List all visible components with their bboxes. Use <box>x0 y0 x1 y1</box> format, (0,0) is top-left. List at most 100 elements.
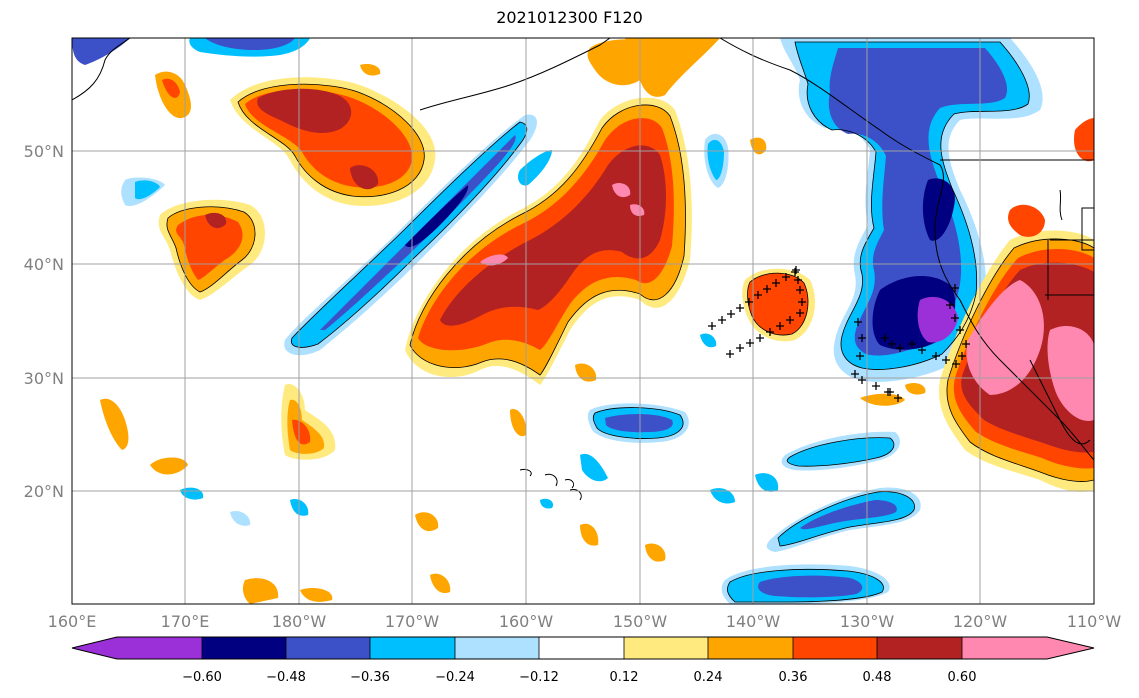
colorbar-tick: −0.12 <box>519 670 559 685</box>
lon-tick: 140°W <box>726 612 781 631</box>
colorbar-segment <box>624 637 709 659</box>
colorbar-tick: 0.12 <box>610 670 639 685</box>
anomaly-streak-blue <box>284 114 552 356</box>
plus-marker <box>727 310 735 318</box>
colorbar-tick: −0.24 <box>435 670 475 685</box>
plus-marker <box>946 301 954 309</box>
map-title: 2021012300 F120 <box>496 8 643 27</box>
plus-marker <box>772 279 780 287</box>
colorbar-segment <box>202 637 287 659</box>
plus-marker <box>951 284 959 292</box>
plus-marker <box>736 344 744 352</box>
colorbar-segment <box>117 637 203 659</box>
plus-marker <box>786 316 794 324</box>
plus-marker <box>942 356 950 364</box>
plus-marker <box>796 286 804 294</box>
lon-tick-labels: 160°E 170°E 180°W 170°W 160°W 150°W 140°… <box>48 612 1122 631</box>
lon-tick: 150°W <box>613 612 668 631</box>
lon-tick: 180°W <box>272 612 327 631</box>
plus-marker <box>756 334 764 342</box>
plus-marker <box>958 352 966 360</box>
plus-marker <box>726 350 734 358</box>
plus-marker <box>766 328 774 336</box>
plus-marker <box>776 322 784 330</box>
plus-marker <box>792 266 800 274</box>
plus-marker <box>952 360 960 368</box>
colorbar-segment <box>1047 637 1094 659</box>
lon-tick: 160°E <box>48 612 97 631</box>
lon-tick: 160°W <box>499 612 554 631</box>
plus-marker <box>894 394 902 402</box>
plus-marker <box>918 346 926 354</box>
plus-marker <box>896 344 904 352</box>
plus-marker <box>708 322 716 330</box>
plus-marker <box>718 316 726 324</box>
colorbar-tick: −0.60 <box>182 670 222 685</box>
colorbar-outline <box>71 636 1095 660</box>
colorbar-segment <box>793 637 878 659</box>
lon-tick: 120°W <box>953 612 1008 631</box>
anomaly-east-pacific <box>587 133 815 443</box>
plus-marker <box>854 318 862 326</box>
gridlines <box>72 38 1094 604</box>
plus-marker <box>794 276 802 284</box>
colorbar-tick: 0.48 <box>863 670 892 685</box>
plus-marker <box>746 339 754 347</box>
plus-marker <box>754 291 762 299</box>
colorbar-segment <box>72 637 117 659</box>
lat-tick: 20°N <box>24 482 64 501</box>
lon-tick: 110°W <box>1067 612 1122 631</box>
plus-marker <box>951 314 959 322</box>
plus-marker <box>858 376 866 384</box>
colorbar-segment <box>708 637 794 659</box>
colorbar-tick: 0.36 <box>779 670 808 685</box>
plus-marker <box>884 388 892 396</box>
plus-marker <box>851 370 859 378</box>
plus-marker <box>782 273 790 281</box>
plus-marker <box>798 298 806 306</box>
coastlines <box>72 38 1094 501</box>
colorbar-segment <box>539 637 625 659</box>
lat-tick: 30°N <box>24 369 64 388</box>
plus-marker <box>856 352 864 360</box>
colorbar-tick: 0.24 <box>694 670 723 685</box>
plus-marker <box>932 352 940 360</box>
plus-marker <box>858 334 866 342</box>
lon-tick: 170°E <box>161 612 210 631</box>
lat-tick: 50°N <box>24 142 64 161</box>
colorbar-segment <box>877 637 963 659</box>
plus-marker <box>881 334 889 342</box>
colorbar-tick-labels: −0.60 −0.48 −0.36 −0.24 −0.12 0.12 0.24 … <box>182 670 976 685</box>
map-area <box>72 38 1094 604</box>
plus-marker <box>736 304 744 312</box>
anomaly-small-features <box>72 38 926 604</box>
plus-marker <box>796 309 804 317</box>
plus-marker <box>962 340 970 348</box>
plus-marker <box>956 326 964 334</box>
colorbar-tick: −0.48 <box>266 670 306 685</box>
plus-marker <box>888 340 896 348</box>
colorbar-segment <box>455 637 540 659</box>
plus-marker <box>791 268 799 276</box>
lon-tick: 170°W <box>385 612 440 631</box>
colorbar-segment <box>286 637 371 659</box>
anomaly-coast-positive <box>939 118 1094 492</box>
lon-tick: 130°W <box>840 612 895 631</box>
colorbar-segment <box>370 637 456 659</box>
plus-marker <box>872 382 880 390</box>
plus-marker <box>745 298 753 306</box>
map-frame <box>71 37 1095 605</box>
lat-tick-labels: 50°N 40°N 30°N 20°N <box>24 142 64 501</box>
colorbar-tick: 0.60 <box>948 670 977 685</box>
colorbar-tick: −0.36 <box>350 670 390 685</box>
anomaly-blob-north-pacific <box>230 77 436 206</box>
plus-markers <box>708 266 970 402</box>
plus-marker <box>908 340 916 348</box>
anomaly-blob-central <box>405 38 720 385</box>
plus-marker <box>763 285 771 293</box>
lat-tick: 40°N <box>24 255 64 274</box>
contour-lines <box>166 41 1094 603</box>
colorbar-segment <box>962 637 1048 659</box>
colorbar <box>71 636 1095 660</box>
